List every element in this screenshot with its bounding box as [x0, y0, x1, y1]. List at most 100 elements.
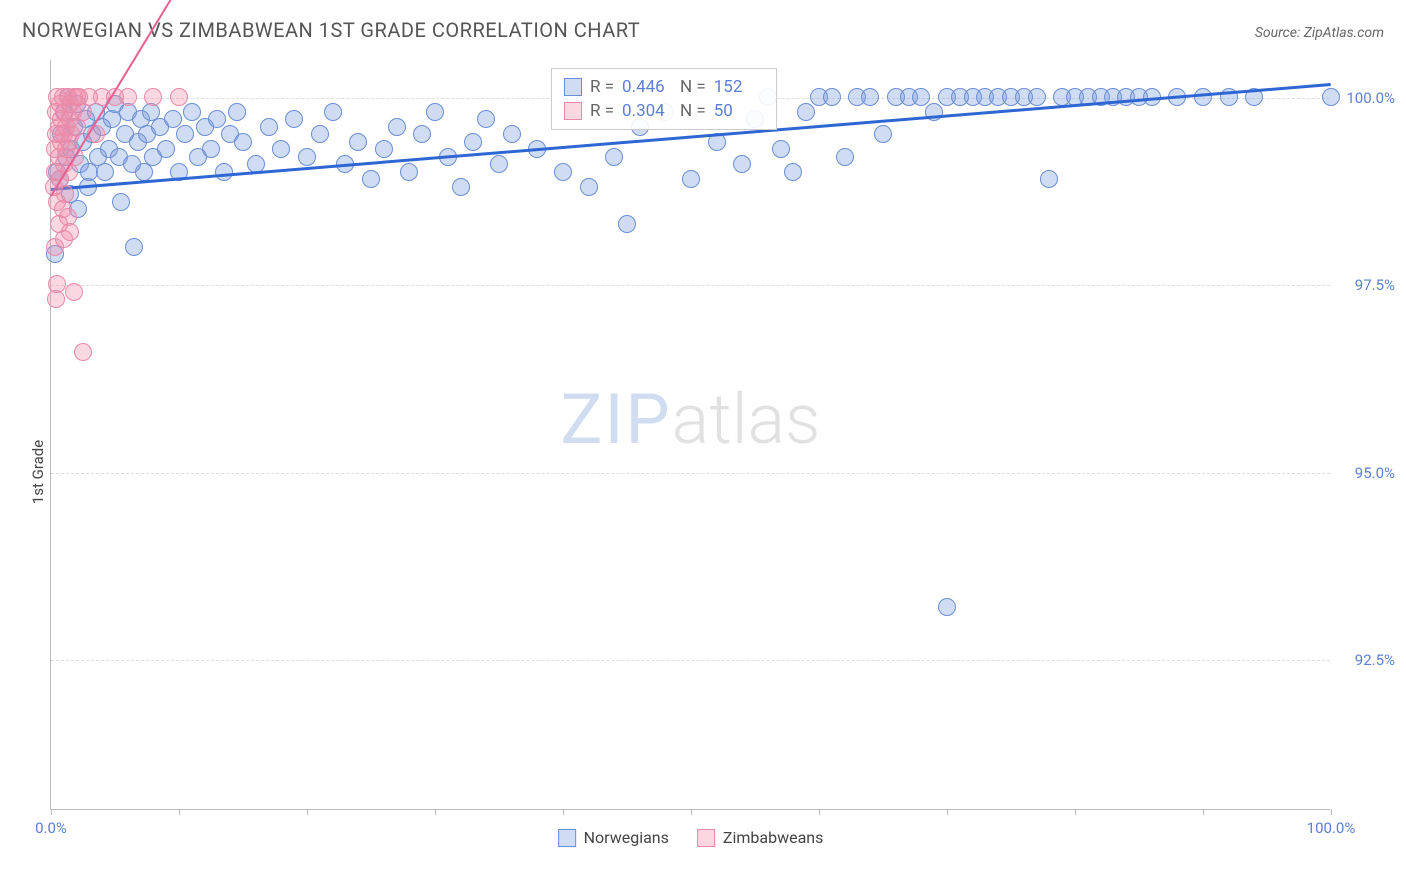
- source-attribution: Source: ZipAtlas.com: [1255, 25, 1384, 41]
- data-point: [65, 283, 83, 301]
- watermark-brand: ZIP: [561, 379, 672, 461]
- data-point: [234, 133, 252, 151]
- data-point: [324, 103, 342, 121]
- legend-item: Zimbabweans: [697, 828, 823, 847]
- x-tick: [51, 809, 52, 815]
- series-legend: Norwegians Zimbabweans: [558, 828, 824, 847]
- data-point: [68, 88, 86, 106]
- data-point: [375, 140, 393, 158]
- r-value: 0.304: [622, 101, 672, 121]
- gridline: [51, 660, 1330, 661]
- chart-container: 1st Grade ZIPatlas 100.0%97.5%95.0%92.5%…: [0, 52, 1406, 892]
- data-point: [176, 125, 194, 143]
- n-value: 50: [714, 101, 764, 121]
- r-label: R =: [590, 77, 614, 97]
- data-point: [144, 88, 162, 106]
- data-point: [836, 148, 854, 166]
- data-point: [298, 148, 316, 166]
- stats-legend: R =0.446N =152R =0.304N =50: [551, 68, 777, 130]
- data-point: [490, 155, 508, 173]
- x-tick: [307, 809, 308, 815]
- data-point: [554, 163, 572, 181]
- stats-row: R =0.446N =152: [564, 75, 764, 99]
- x-tick: [435, 809, 436, 815]
- data-point: [874, 125, 892, 143]
- n-label: N =: [680, 77, 706, 97]
- watermark-suffix: atlas: [672, 379, 821, 461]
- x-tick: [691, 809, 692, 815]
- data-point: [119, 88, 137, 106]
- x-tick: [947, 809, 948, 815]
- y-tick-label: 95.0%: [1340, 464, 1395, 482]
- data-point: [157, 140, 175, 158]
- x-tick: [1331, 809, 1332, 815]
- data-point: [452, 178, 470, 196]
- data-point: [170, 88, 188, 106]
- y-tick-label: 100.0%: [1340, 89, 1395, 107]
- data-point: [228, 103, 246, 121]
- data-point: [260, 118, 278, 136]
- data-point: [861, 88, 879, 106]
- data-point: [125, 238, 143, 256]
- data-point: [1040, 170, 1058, 188]
- data-point: [362, 170, 380, 188]
- legend-label: Zimbabweans: [723, 828, 823, 847]
- x-tick: [179, 809, 180, 815]
- data-point: [426, 103, 444, 121]
- data-point: [503, 125, 521, 143]
- data-point: [477, 110, 495, 128]
- plot-area: ZIPatlas 100.0%97.5%95.0%92.5%0.0%100.0%…: [50, 60, 1330, 810]
- data-point: [311, 125, 329, 143]
- legend-label: Norwegians: [584, 828, 669, 847]
- data-point: [56, 185, 74, 203]
- x-tick: [1203, 809, 1204, 815]
- x-tick: [819, 809, 820, 815]
- data-point: [164, 110, 182, 128]
- data-point: [618, 215, 636, 233]
- data-point: [272, 140, 290, 158]
- chart-title: NORWEGIAN VS ZIMBABWEAN 1ST GRADE CORREL…: [22, 18, 640, 42]
- data-point: [1028, 88, 1046, 106]
- data-point: [580, 178, 598, 196]
- x-tick-label: 0.0%: [35, 819, 67, 837]
- data-point: [912, 88, 930, 106]
- data-point: [772, 140, 790, 158]
- data-point: [682, 170, 700, 188]
- data-point: [48, 275, 66, 293]
- data-point: [55, 230, 73, 248]
- x-tick: [1075, 809, 1076, 815]
- data-point: [733, 155, 751, 173]
- data-point: [823, 88, 841, 106]
- gridline: [51, 285, 1330, 286]
- gridline: [51, 473, 1330, 474]
- data-point: [464, 133, 482, 151]
- y-axis-label: 1st Grade: [29, 440, 47, 504]
- data-point: [938, 598, 956, 616]
- data-point: [183, 103, 201, 121]
- legend-swatch: [564, 78, 582, 96]
- x-tick-label: 100.0%: [1307, 819, 1356, 837]
- data-point: [112, 193, 130, 211]
- legend-item: Norwegians: [558, 828, 669, 847]
- data-point: [215, 163, 233, 181]
- data-point: [400, 163, 418, 181]
- watermark: ZIPatlas: [561, 379, 821, 461]
- r-label: R =: [590, 101, 614, 121]
- n-value: 152: [714, 77, 764, 97]
- data-point: [1322, 88, 1340, 106]
- data-point: [349, 133, 367, 151]
- n-label: N =: [680, 101, 706, 121]
- data-point: [797, 103, 815, 121]
- stats-row: R = 0.304 N = 50: [564, 99, 764, 123]
- data-point: [96, 163, 114, 181]
- y-tick-label: 97.5%: [1340, 276, 1395, 294]
- data-point: [208, 110, 226, 128]
- data-point: [784, 163, 802, 181]
- data-point: [413, 125, 431, 143]
- data-point: [202, 140, 220, 158]
- data-point: [388, 118, 406, 136]
- legend-swatch: [564, 102, 582, 120]
- legend-swatch: [697, 829, 715, 847]
- legend-swatch: [558, 829, 576, 847]
- data-point: [285, 110, 303, 128]
